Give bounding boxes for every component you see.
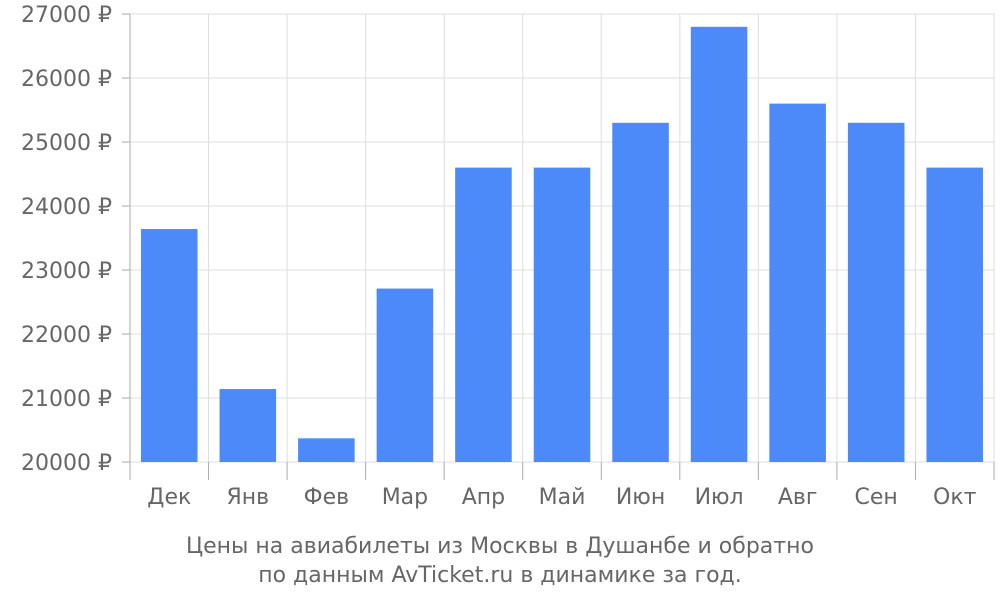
y-tick-label: 22000 ₽ — [21, 323, 112, 348]
bars — [140, 26, 984, 463]
bar-Сен — [847, 122, 905, 463]
bar-Дек — [140, 229, 198, 462]
bar-Май — [533, 167, 591, 462]
bar-Янв — [219, 389, 277, 462]
bar-Окт — [926, 167, 984, 462]
x-tick-label: Фев — [304, 485, 349, 510]
bar-Фев — [298, 438, 355, 462]
x-tick-labels: Дек Янв Фев Мар Апр Май Июн Июл Авг Сен Окт — [147, 485, 976, 510]
chart-caption-line-2: по данным AvTicket.ru в динамике за год. — [258, 563, 742, 588]
x-tick-label: Май — [539, 485, 586, 510]
axes — [122, 13, 995, 480]
y-tick-labels: 20000 ₽ 21000 ₽ 22000 ₽ 23000 ₽ 24000 ₽ 25000… — [21, 3, 112, 476]
x-tick-label: Дек — [147, 485, 191, 510]
x-tick-label: Июн — [616, 485, 665, 510]
y-tick-label: 26000 ₽ — [21, 67, 112, 92]
bar-Июл — [690, 26, 748, 463]
bar-Июн — [612, 122, 669, 463]
x-tick-label: Янв — [226, 485, 269, 510]
bar-Авг — [769, 103, 826, 462]
y-tick-label: 24000 ₽ — [21, 195, 112, 220]
y-tick-label: 27000 ₽ — [21, 3, 112, 28]
bar-Мар — [376, 288, 434, 462]
x-tick-label: Мар — [382, 485, 428, 510]
y-tick-label: 25000 ₽ — [21, 131, 112, 156]
x-tick-label: Окт — [933, 485, 977, 510]
y-tick-label: 20000 ₽ — [21, 451, 112, 476]
y-tick-label: 23000 ₽ — [21, 259, 112, 284]
x-tick-label: Июл — [695, 485, 744, 510]
y-tick-label: 21000 ₽ — [21, 387, 112, 412]
x-tick-label: Сен — [855, 485, 898, 510]
x-tick-label: Апр — [462, 485, 505, 510]
bar-Апр — [455, 167, 512, 462]
chart-caption-line-1: Цены на авиабилеты из Москвы в Душанбе и… — [186, 534, 814, 559]
x-tick-label: Авг — [778, 485, 818, 510]
